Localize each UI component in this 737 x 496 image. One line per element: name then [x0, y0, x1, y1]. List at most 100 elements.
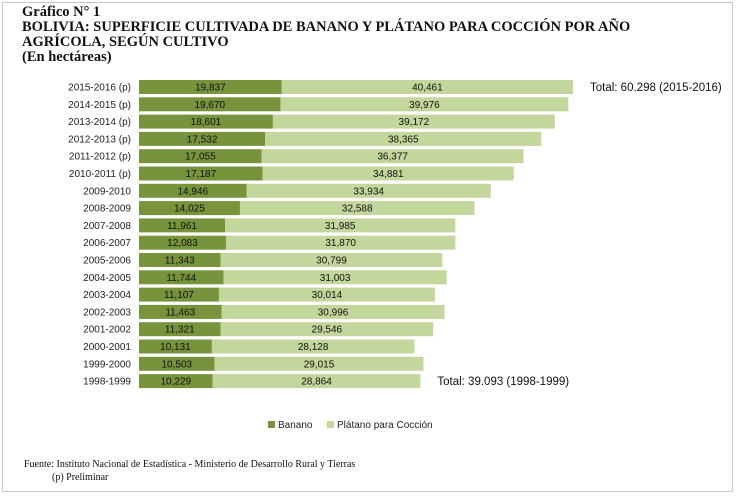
y-tick-label: 2015-2016 (p) [68, 83, 131, 94]
data-label-banano: 11,107 [164, 290, 194, 301]
data-label-banano: 11,744 [166, 273, 196, 284]
bar-platano [218, 287, 435, 302]
source-note: Fuente: Instituto Nacional de Estadístic… [24, 459, 356, 470]
data-label-banano: 19,837 [195, 83, 226, 94]
data-label-banano: 11,463 [165, 307, 195, 318]
data-label-platano: 39,976 [409, 100, 440, 111]
y-tick-label: 2008-2009 [83, 204, 131, 215]
data-label-platano: 30,014 [312, 290, 343, 301]
bar-banano [139, 356, 215, 371]
bar-banano [139, 287, 219, 302]
y-tick-label: 2006-2007 [83, 238, 131, 249]
bar-banano [139, 80, 282, 94]
bar-banano [139, 149, 262, 164]
bar-platano [225, 218, 456, 233]
data-label-platano: 33,934 [353, 186, 384, 197]
bar-platano [280, 97, 569, 112]
bar-banano [139, 374, 213, 389]
data-label-banano: 19,670 [194, 100, 225, 111]
data-label-banano: 18,601 [191, 117, 222, 128]
data-label-platano: 38,365 [388, 134, 419, 145]
legend-swatch [327, 421, 334, 428]
y-tick-label: 2014-2015 (p) [68, 100, 131, 111]
bar-platano [246, 183, 491, 198]
data-label-platano: 32,588 [342, 204, 373, 215]
data-label-banano: 17,532 [187, 134, 218, 145]
data-label-platano: 31,985 [325, 221, 356, 232]
chart-title-line-2: AGRÍCOLA, SEGÚN CULTIVO [22, 34, 229, 50]
bar-banano [139, 131, 266, 146]
bar-banano [139, 339, 212, 354]
data-label-platano: 31,003 [320, 273, 351, 284]
data-label-platano: 39,172 [399, 117, 430, 128]
data-label-banano: 11,321 [165, 325, 195, 336]
y-tick-label: 2009-2010 [83, 186, 131, 197]
data-label-platano: 29,546 [312, 325, 343, 336]
data-label-platano: 28,864 [301, 377, 332, 388]
bar-platano [220, 322, 434, 337]
bar-platano [261, 149, 524, 164]
chart-title-line-1: BOLIVIA: SUPERFICIE CULTIVADA DE BANANO … [22, 19, 631, 35]
data-label-platano: 29,015 [304, 359, 335, 370]
bar-banano [139, 183, 247, 198]
bar-platano [281, 80, 573, 94]
bar-platano [211, 339, 415, 354]
data-label-banano: 17,187 [186, 169, 217, 180]
data-label-platano: 28,128 [298, 342, 329, 353]
bar-platano [214, 356, 424, 371]
bar-platano [223, 270, 447, 285]
bar-platano [220, 253, 443, 267]
bar-banano [139, 270, 224, 285]
data-label-banano: 10,229 [161, 377, 192, 388]
data-label-banano: 12,083 [167, 238, 198, 249]
bar-platano [212, 374, 421, 389]
data-label-platano: 34,881 [373, 169, 404, 180]
bar-banano [139, 201, 240, 216]
bar-banano [139, 114, 273, 129]
y-tick-label: 2004-2005 [83, 273, 131, 284]
bar-banano [139, 253, 221, 267]
data-label-platano: 40,461 [412, 83, 443, 94]
bar-platano [221, 304, 445, 319]
y-tick-label: 2001-2002 [83, 325, 131, 336]
legend-label: Banano [278, 420, 313, 431]
legend-swatch [268, 421, 275, 428]
data-label-platano: 30,996 [318, 307, 349, 318]
y-tick-label: 2005-2006 [83, 256, 131, 267]
bar-banano [139, 235, 226, 250]
bar-platano [272, 114, 555, 129]
y-tick-label: 1998-1999 [83, 377, 131, 388]
data-label-banano: 14,025 [174, 204, 205, 215]
y-tick-label: 2010-2011 (p) [69, 169, 131, 180]
y-tick-label: 2007-2008 [83, 221, 131, 232]
bar-banano [139, 97, 281, 112]
total-annotation: Total: 39.093 (1998-1999) [437, 376, 569, 388]
y-tick-label: 1999-2000 [83, 359, 131, 370]
bar-platano [225, 235, 456, 250]
y-tick-label: 2000-2001 [83, 342, 131, 353]
graph-number: Gráfico N° 1 [22, 4, 101, 20]
data-label-banano: 10,503 [162, 359, 193, 370]
bar-platano [262, 166, 514, 181]
data-label-platano: 31,870 [325, 238, 356, 249]
bar-banano [139, 218, 226, 233]
y-tick-label: 2003-2004 [83, 290, 131, 301]
data-label-banano: 11,961 [167, 221, 197, 232]
bar-platano [265, 131, 542, 146]
data-label-platano: 36,377 [377, 152, 408, 163]
bar-platano [239, 201, 475, 216]
y-tick-label: 2012-2013 (p) [68, 134, 131, 145]
legend-label: Plátano para Cocción [337, 420, 433, 431]
y-tick-label: 2013-2014 (p) [68, 117, 131, 128]
data-label-banano: 11,343 [165, 256, 195, 267]
bar-banano [139, 322, 221, 337]
bar-banano [139, 304, 222, 319]
data-label-banano: 17,055 [185, 152, 216, 163]
y-tick-label: 2011-2012 (p) [69, 152, 131, 163]
data-label-platano: 30,799 [316, 256, 347, 267]
bar-banano [139, 166, 263, 181]
y-tick-label: 2002-2003 [83, 307, 131, 318]
data-label-banano: 10,131 [160, 342, 191, 353]
preliminary-note: (p) Preliminar [52, 472, 109, 483]
